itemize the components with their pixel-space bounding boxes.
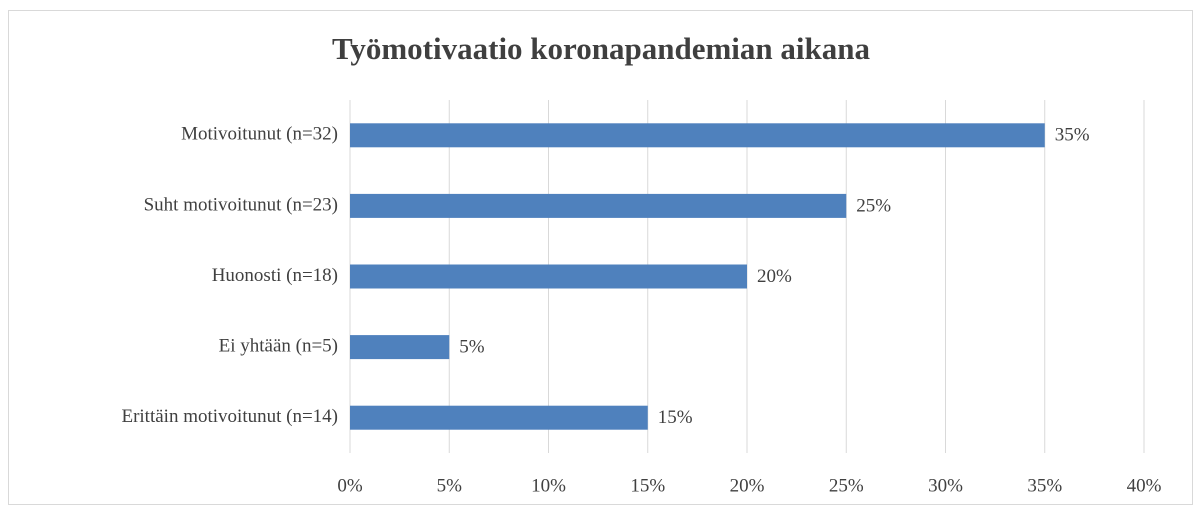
data-label: 5% (459, 336, 485, 357)
y-tick-label: Erittäin motivoitunut (n=14) (121, 406, 338, 427)
data-label: 35% (1055, 125, 1090, 146)
x-tick-label: 20% (730, 475, 765, 496)
data-label: 25% (856, 195, 891, 216)
bar (350, 335, 450, 360)
bar (350, 193, 847, 218)
y-tick-label: Huonosti (n=18) (212, 265, 338, 286)
data-label: 15% (658, 407, 693, 428)
x-tick-label: 25% (829, 475, 864, 496)
x-tick-label: 30% (928, 475, 963, 496)
x-tick-label: 40% (1127, 475, 1162, 496)
x-tick-label: 0% (337, 475, 363, 496)
x-tick-label: 35% (1027, 475, 1062, 496)
y-tick-label: Ei yhtään (n=5) (219, 335, 338, 356)
bar (350, 264, 747, 289)
bar (350, 405, 648, 430)
x-tick-label: 15% (630, 475, 665, 496)
chart-frame (8, 10, 1193, 505)
bar (350, 123, 1045, 148)
x-tick-label: 10% (531, 475, 566, 496)
chart-title: Työmotivaatio koronapandemian aikana (332, 31, 871, 66)
data-label: 20% (757, 266, 792, 287)
y-tick-label: Suht motivoitunut (n=23) (144, 194, 338, 215)
x-tick-label: 5% (437, 475, 463, 496)
y-tick-label: Motivoitunut (n=32) (181, 124, 338, 145)
